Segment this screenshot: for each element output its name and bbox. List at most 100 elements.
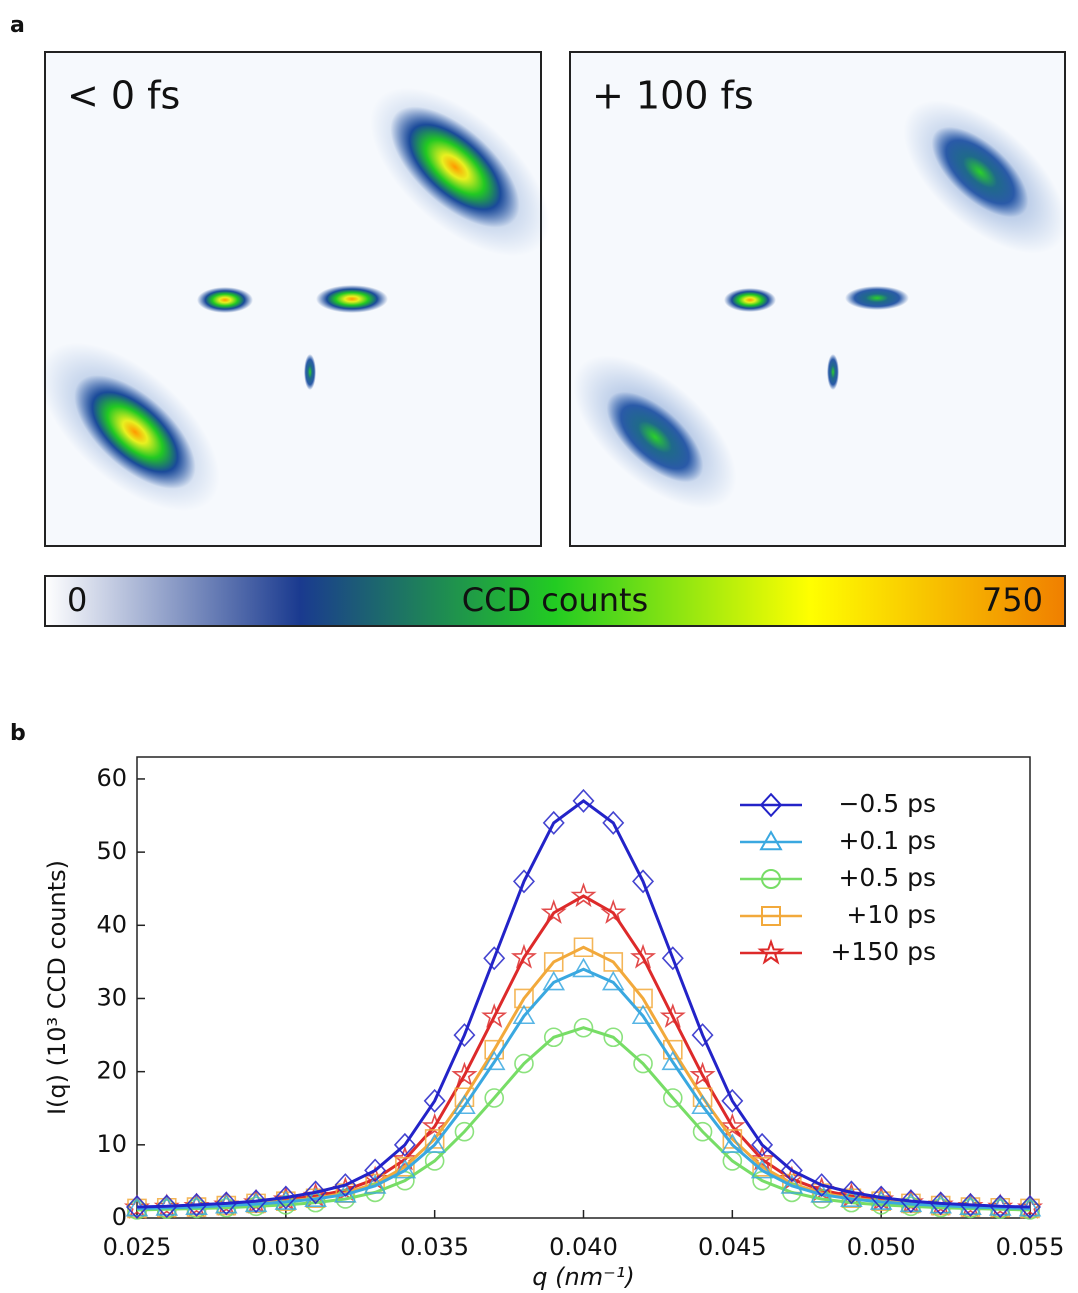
series-line [136,967,1031,1210]
marker [689,1061,716,1087]
marker [423,1088,446,1113]
marker [601,970,625,991]
marker [572,788,595,813]
marker [661,946,684,971]
y-tick-label: 30 [96,983,127,1011]
legend-label: +150 ps [830,937,936,966]
marker [512,1004,536,1025]
marker [749,1145,776,1171]
marker [215,1191,238,1216]
colorbar-tick-label: 750 [982,581,1043,619]
marker [633,1053,653,1074]
marker [780,1174,804,1194]
x-tick-label: 0.040 [549,1233,618,1261]
marker [573,937,594,958]
marker [454,1121,475,1142]
series-line [136,1026,1031,1212]
marker [630,943,657,969]
marker [482,1050,506,1071]
marker [246,1196,266,1217]
y-tick-label: 60 [96,764,127,792]
marker [661,1050,685,1071]
marker [751,1132,774,1157]
marker [600,899,627,924]
marker [334,1183,357,1203]
marker [692,1087,713,1108]
marker [899,1189,922,1214]
x-tick-label: 0.045 [698,1233,767,1261]
marker [391,1145,418,1171]
marker [423,1133,446,1153]
marker [512,869,535,894]
marker [276,1195,296,1215]
x-tick-label: 0.055 [996,1233,1065,1261]
marker [930,1197,951,1218]
marker [659,1003,686,1028]
marker [451,1061,478,1087]
legend-marker [757,938,785,965]
marker [155,1194,178,1219]
speckle [74,375,196,489]
marker [540,899,567,924]
marker [484,1039,505,1060]
marker [363,1174,387,1194]
speckle [390,106,520,228]
marker [364,1158,387,1183]
speckle [724,288,776,312]
marker [393,1132,416,1157]
marker [721,1088,744,1113]
marker [662,1088,683,1108]
marker [126,1195,148,1220]
legend-marker [761,906,781,926]
marker [510,943,537,969]
marker [424,1129,445,1149]
marker [602,810,625,835]
panel-title: < 0 fs [67,74,180,118]
legend-marker [761,869,781,889]
series [126,788,1041,1220]
speckle [304,354,316,390]
marker [721,1133,744,1153]
marker [245,1189,268,1214]
marker [633,988,653,1009]
legend-marker [759,830,783,851]
marker [572,957,595,978]
panel-title: + 100 fs [592,74,754,118]
x-tick-label: 0.035 [400,1233,469,1261]
speckle [827,354,839,390]
speckle [606,391,704,483]
x-axis-label: q (nm⁻¹) [532,1263,634,1291]
marker [514,1053,534,1074]
marker [719,1112,746,1138]
marker [810,1183,833,1203]
speckle [197,287,253,313]
marker [870,1185,893,1210]
marker [484,1088,505,1108]
panel-label: a [10,13,25,38]
speckle [931,126,1029,218]
marker [871,1195,891,1215]
marker [570,882,597,908]
colorbar-label: CCD counts [462,581,648,619]
marker [929,1191,952,1216]
marker [421,1112,448,1138]
marker [662,1039,683,1060]
colorbar [44,575,1066,627]
marker [334,1173,357,1198]
marker [481,1003,508,1028]
marker [185,1192,208,1217]
marker [631,1004,655,1025]
marker [750,1158,774,1179]
marker [216,1197,237,1218]
detector-image: < 0 fs [40,51,550,547]
y-tick-label: 40 [96,910,127,938]
marker [393,1158,417,1179]
marker [454,1087,475,1108]
marker [780,1158,803,1183]
marker [603,1027,624,1048]
marker [543,952,564,972]
y-tick-label: 50 [96,837,127,865]
marker [989,1194,1012,1219]
legend-label: +10 ps [846,900,936,929]
